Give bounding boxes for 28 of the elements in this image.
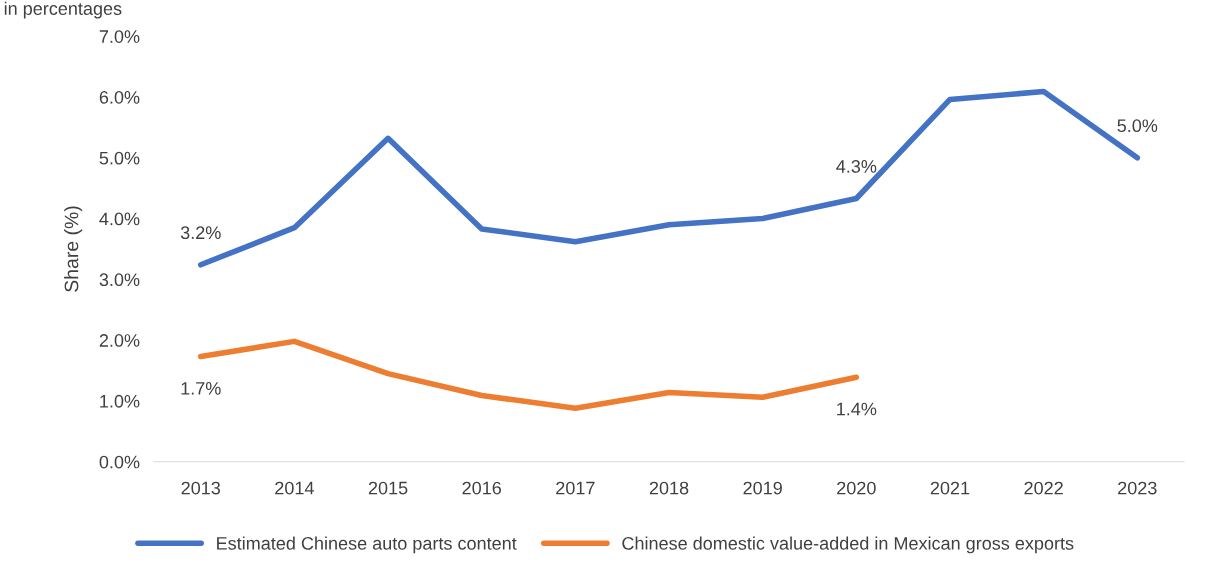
x-tick-label: 2014 [275, 481, 314, 495]
y-tick-label: 0.0% [99, 455, 140, 469]
data-label: 1.4% [837, 402, 877, 416]
legend-label: Estimated Chinese auto parts content [217, 536, 517, 554]
y-tick-label: 3.0% [99, 273, 140, 287]
x-tick-label: 2019 [743, 481, 782, 495]
x-tick-label: 2020 [837, 481, 876, 495]
x-tick-label: 2018 [649, 481, 689, 495]
x-tick-label: 2015 [368, 481, 408, 495]
y-axis-title: Share (%) [64, 206, 83, 292]
x-tick-label: 2013 [181, 481, 221, 495]
x-tick-label: 2017 [556, 481, 595, 495]
y-tick-label: 7.0% [99, 30, 140, 43]
y-tick-label: 2.0% [99, 334, 140, 347]
y-tick-label: 6.0% [99, 90, 140, 104]
data-label: 4.3% [836, 160, 877, 173]
legend-label: Chinese domestic value-added in Mexican gross exports [622, 536, 1074, 554]
x-tick-label: 2016 [462, 481, 502, 495]
y-tick-label: 4.0% [99, 212, 140, 226]
x-tick-label: 2022 [1024, 481, 1063, 495]
data-label: 5.0% [1117, 119, 1158, 133]
x-tick-label: 2023 [1118, 481, 1157, 495]
chart-subtitle: in percentages [4, 1, 122, 19]
data-label: 1.7% [181, 382, 221, 395]
x-tick-label: 2021 [930, 481, 970, 495]
y-tick-label: 5.0% [99, 151, 140, 165]
data-label: 3.2% [180, 226, 221, 240]
y-tick-label: 1.0% [100, 394, 140, 408]
